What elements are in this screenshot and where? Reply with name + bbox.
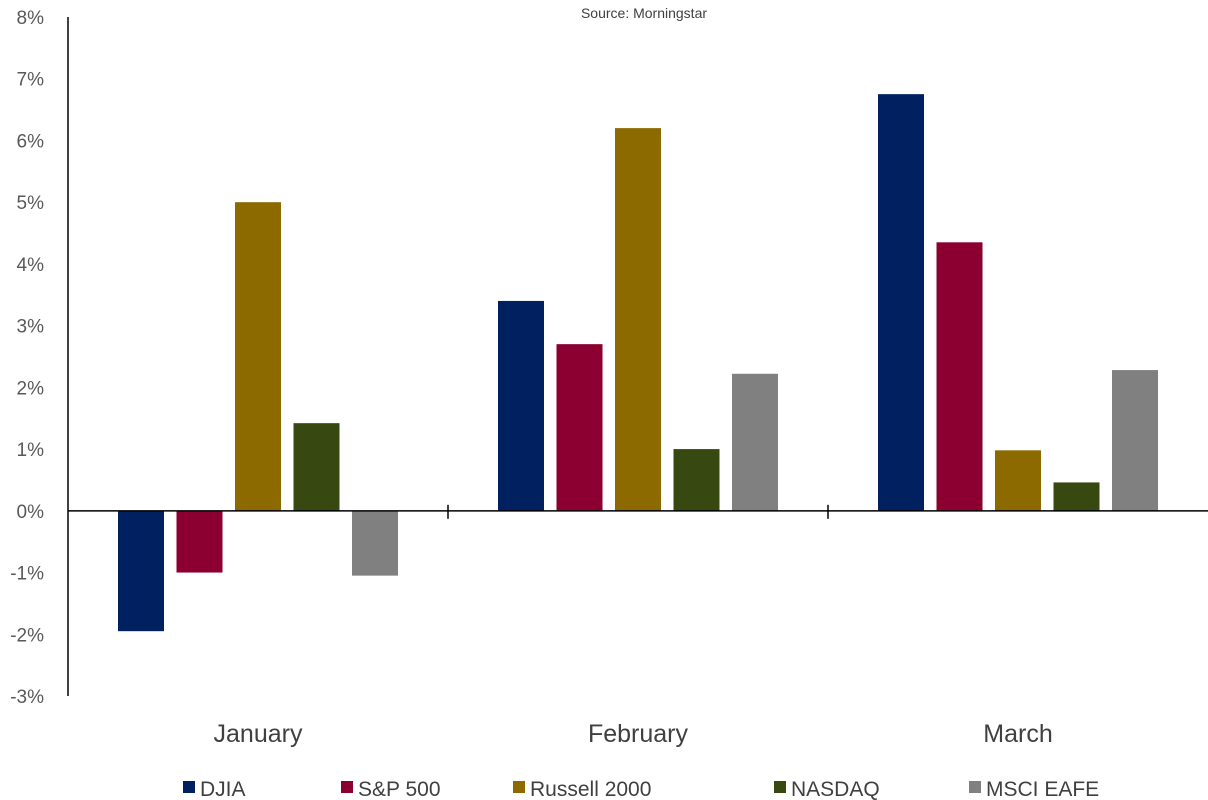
y-tick-label: 6% [17,131,45,152]
legend-label: DJIA [200,778,246,800]
bar [673,449,720,511]
x-category-label: March [983,720,1052,748]
y-tick-label: -1% [10,564,44,585]
x-category-label: February [588,720,689,748]
y-tick-label: 3% [17,317,45,338]
bar [235,202,281,511]
bar [936,242,983,511]
category-labels: January February March [214,720,1053,748]
bars [118,94,1158,632]
x-category-label: January [214,720,303,748]
bar [615,128,661,511]
bar [498,300,544,511]
y-tick-label: -2% [10,625,44,646]
legend-label: NASDAQ [791,778,880,800]
bar [995,450,1041,511]
bar [352,510,398,576]
bar [878,94,924,511]
y-axis-ticks: 8% 7% 6% 5% 4% 3% 2% 1% 0% -1% -2% -3% [10,8,44,708]
x-axis-ticks [447,504,829,519]
bar [176,510,223,573]
y-tick-label: 4% [17,255,45,276]
y-tick-label: 7% [17,70,45,91]
legend-swatch [774,781,786,793]
y-tick-label: 2% [17,378,45,399]
y-tick-label: 0% [17,502,45,523]
bar [732,373,778,511]
bar [118,510,164,632]
legend: DJIA S&P 500 Russell 2000 NASDAQ MSCI EAFE [183,778,1099,800]
bar [1112,370,1158,511]
legend-label: Russell 2000 [530,778,651,800]
legend-label: MSCI EAFE [986,778,1099,800]
y-tick-label: 1% [17,440,45,461]
legend-swatch [183,781,195,793]
chart-subtitle: Source: Morningstar [581,5,707,21]
bar [1053,482,1100,511]
legend-swatch [513,781,525,793]
legend-swatch [969,781,981,793]
y-tick-label: -3% [10,687,44,708]
legend-swatch [341,781,353,793]
y-tick-label: 8% [17,8,45,29]
bar [293,423,340,511]
y-tick-label: 5% [17,193,45,214]
bar [556,344,603,511]
legend-label: S&P 500 [358,778,441,800]
